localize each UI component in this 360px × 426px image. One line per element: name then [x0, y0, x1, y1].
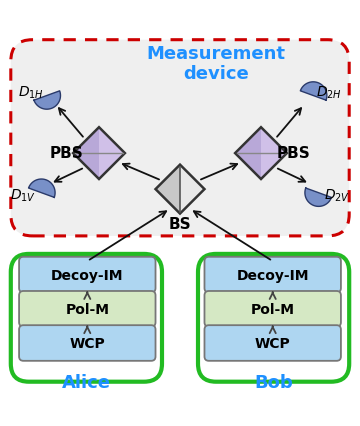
Text: PBS: PBS — [276, 145, 310, 160]
Polygon shape — [156, 165, 180, 214]
FancyBboxPatch shape — [19, 257, 156, 293]
Text: BS: BS — [169, 216, 191, 232]
Polygon shape — [34, 92, 60, 110]
Polygon shape — [235, 128, 261, 180]
FancyBboxPatch shape — [19, 325, 156, 361]
Text: Measurement
device: Measurement device — [147, 45, 285, 83]
Polygon shape — [28, 180, 55, 198]
Text: Pol-M: Pol-M — [251, 302, 295, 316]
FancyBboxPatch shape — [11, 254, 162, 382]
Polygon shape — [180, 165, 204, 214]
Polygon shape — [99, 128, 125, 180]
Polygon shape — [73, 128, 99, 180]
Text: Pol-M: Pol-M — [65, 302, 109, 316]
Text: Alice: Alice — [62, 373, 111, 391]
FancyBboxPatch shape — [11, 40, 349, 236]
Text: Decoy-IM: Decoy-IM — [51, 268, 123, 282]
Polygon shape — [305, 189, 332, 207]
Text: WCP: WCP — [255, 336, 291, 350]
FancyBboxPatch shape — [204, 291, 341, 327]
FancyBboxPatch shape — [204, 325, 341, 361]
Text: $D_{2V}$: $D_{2V}$ — [324, 187, 350, 203]
Text: WCP: WCP — [69, 336, 105, 350]
Polygon shape — [261, 128, 287, 180]
Text: $D_{2H}$: $D_{2H}$ — [316, 84, 342, 101]
FancyBboxPatch shape — [204, 257, 341, 293]
FancyBboxPatch shape — [19, 291, 156, 327]
Text: Decoy-IM: Decoy-IM — [237, 268, 309, 282]
FancyBboxPatch shape — [198, 254, 349, 382]
Text: Bob: Bob — [254, 373, 293, 391]
Text: PBS: PBS — [50, 145, 84, 160]
Text: $D_{1H}$: $D_{1H}$ — [18, 84, 44, 101]
Polygon shape — [300, 83, 327, 101]
Text: $D_{1V}$: $D_{1V}$ — [10, 187, 36, 203]
